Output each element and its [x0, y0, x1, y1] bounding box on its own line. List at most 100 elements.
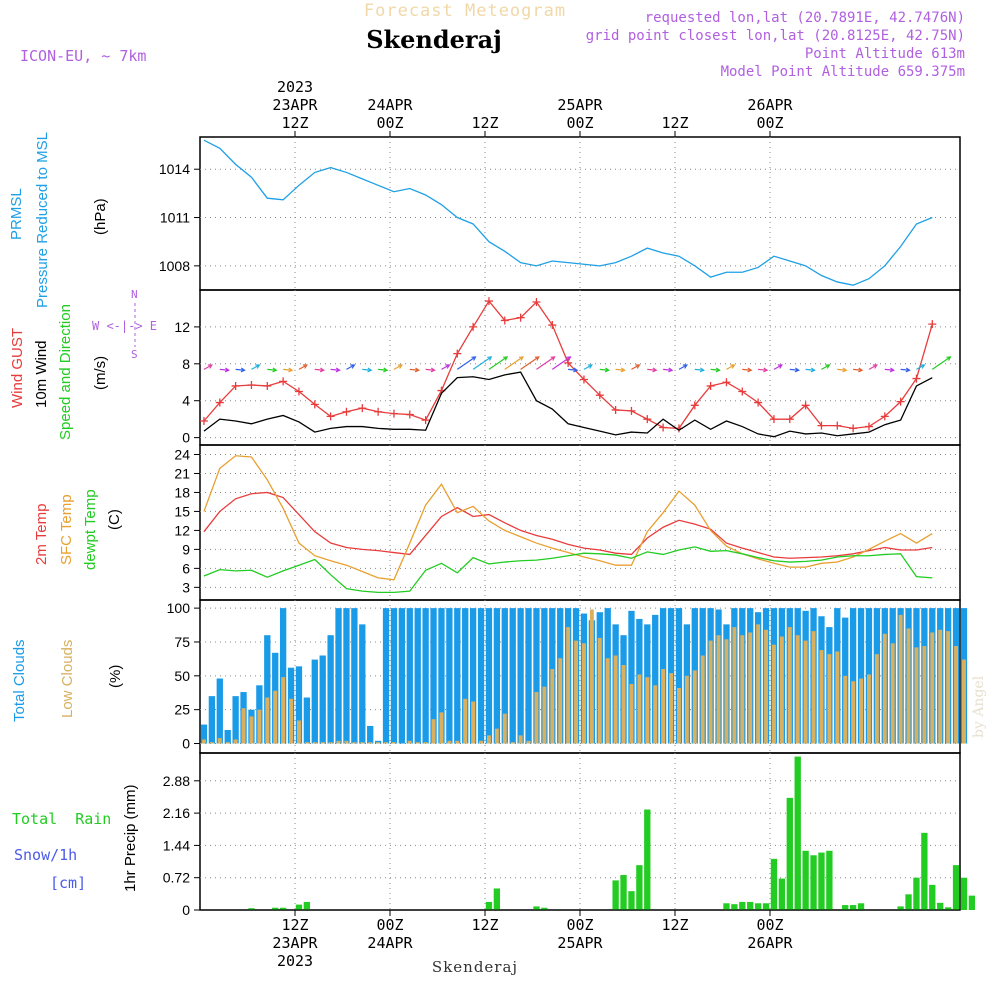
top-time-label: 00Z: [376, 114, 403, 132]
wind-arrow: [219, 368, 229, 371]
wind-unit: (m/s): [92, 356, 109, 390]
gust-marker: [469, 322, 478, 331]
wind-arrow-head: [471, 356, 477, 361]
precip-bar: [303, 901, 311, 910]
y-tick-label: 6: [182, 560, 190, 576]
wind-arrow-head: [842, 367, 848, 373]
wind-arrow: [821, 364, 830, 370]
low-cloud-bar: [716, 635, 721, 744]
low-cloud-bar: [281, 677, 286, 744]
low-cloud-bar: [479, 740, 483, 744]
wind-arrow: [884, 368, 894, 371]
wind-arrow: [203, 364, 213, 370]
precip-bar: [794, 756, 801, 910]
wind-arrow: [235, 368, 245, 371]
precip-bar: [960, 877, 968, 910]
total-cloud-bar: [295, 666, 303, 744]
series-line-sfc-temp: [203, 455, 933, 581]
y-tick-label: 0: [182, 736, 190, 752]
low-cloud-bar: [233, 739, 238, 744]
wind-arrow: [346, 364, 355, 370]
gust-marker: [326, 412, 335, 421]
total-cloud-bar: [469, 608, 477, 744]
low-cloud-bar: [447, 740, 452, 744]
low-cloud-bar: [692, 670, 697, 744]
grid-coords: grid point closest lon,lat (20.8125E, 42…: [586, 28, 965, 44]
gust-marker: [199, 417, 208, 426]
wind-arrow: [789, 368, 799, 371]
wind-arrow: [520, 356, 540, 370]
total-cloud-bar: [517, 608, 524, 744]
low-cloud-bar: [732, 627, 737, 744]
wind-arrow-head: [550, 356, 556, 361]
low-cloud-bar: [653, 685, 658, 744]
total-cloud-bar: [216, 678, 223, 744]
low-cloud-bar: [526, 740, 531, 744]
low-cloud-bar: [415, 742, 420, 744]
wind-arrow-head: [858, 367, 864, 373]
wind-arrow: [805, 368, 815, 371]
wind-10m-label: 10m Wind: [33, 340, 50, 408]
gust-marker: [706, 381, 715, 390]
y-tick-label: 18: [174, 484, 190, 500]
total-cloud-bar: [335, 608, 342, 744]
precip-bar: [897, 906, 904, 910]
gust-marker: [849, 424, 858, 433]
top-time-label: 12Z: [471, 114, 498, 132]
gust-marker: [421, 416, 430, 425]
low-cloud-bar: [629, 683, 634, 744]
series-line-dewpt-temp: [203, 546, 933, 594]
location-title: Skenderaj: [366, 25, 502, 54]
wind-arrow-head: [367, 367, 373, 373]
wind-arrow-head: [383, 367, 389, 373]
top-time-label: 26APR: [747, 96, 793, 114]
precip-bar: [905, 894, 912, 910]
wind-arrow-head: [302, 364, 308, 369]
precip-bar: [493, 888, 501, 910]
wind-arrow: [314, 368, 324, 371]
top-time-label: 00Z: [566, 114, 593, 132]
wind-arrow: [283, 368, 293, 371]
low-cloud-bar: [328, 742, 333, 744]
t2m-label: 2m Temp: [33, 504, 50, 565]
low-cloud-bar: [795, 635, 800, 744]
total-cloud-bar: [374, 740, 382, 744]
low-cloud-bar: [700, 655, 705, 744]
precip-bar: [857, 903, 865, 910]
wind-arrow-head: [825, 364, 831, 369]
low-cloud-bar: [518, 735, 523, 744]
wind-arrow-head: [905, 367, 911, 373]
gust-marker: [500, 316, 509, 325]
pressure-label-2: Pressure Reduced to MSL: [34, 132, 51, 308]
clouds-panel: 0 25 50 75 100: [167, 599, 968, 754]
wind-arrow: [409, 368, 419, 371]
total-cloud-bar: [208, 696, 216, 744]
wind-arrow-head: [414, 367, 420, 373]
precip-bar: [731, 904, 738, 910]
wind-arrow-head: [350, 364, 356, 369]
precip-bar: [818, 852, 825, 910]
low-cloud-bar: [320, 742, 325, 744]
wind-arrow: [837, 368, 847, 371]
y-tick-label: 2.88: [163, 773, 190, 789]
wind-arrow: [330, 368, 340, 371]
low-cloud-bar: [550, 669, 555, 744]
precip-bar: [533, 906, 540, 910]
wind-arrow-head: [699, 367, 705, 373]
low-cloud-bar: [225, 742, 230, 744]
wind-arrow: [456, 356, 476, 370]
total-cloud-bar: [422, 608, 429, 744]
low-cloud-bar: [748, 632, 753, 744]
low-cloud-bar: [906, 628, 911, 744]
wind-arrow: [472, 356, 492, 370]
total-cloud-bar: [398, 608, 406, 744]
low-cloud-bar: [487, 735, 491, 744]
y-tick-label: 75: [174, 634, 190, 650]
wind-arrow-head: [518, 356, 524, 361]
low-cloud-bar: [835, 651, 840, 744]
total-cloud-bar: [319, 655, 326, 744]
low-cloud-bar: [510, 742, 515, 744]
low-cloud-bar: [542, 686, 547, 744]
